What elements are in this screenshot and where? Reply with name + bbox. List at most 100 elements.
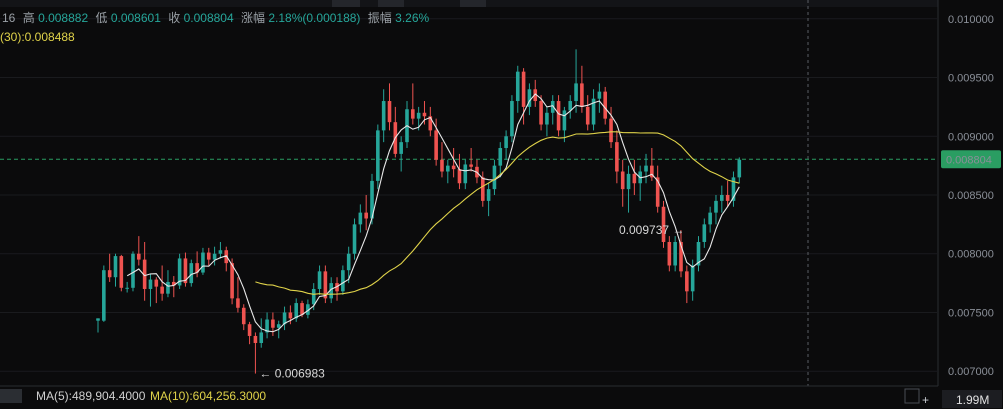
candle[interactable] xyxy=(119,254,124,292)
candle[interactable] xyxy=(609,106,613,149)
candle[interactable] xyxy=(160,265,164,301)
candle[interactable] xyxy=(364,195,368,231)
candle[interactable] xyxy=(731,171,736,207)
candle[interactable] xyxy=(480,171,485,207)
candle[interactable] xyxy=(714,195,718,225)
candle[interactable] xyxy=(620,159,625,207)
candle[interactable] xyxy=(708,206,712,233)
chart-settings-button[interactable] xyxy=(904,388,920,404)
candle[interactable] xyxy=(335,277,339,301)
candle[interactable] xyxy=(428,106,433,137)
candle[interactable] xyxy=(282,306,287,331)
candle[interactable] xyxy=(597,83,602,113)
candle[interactable] xyxy=(352,218,357,260)
candle[interactable] xyxy=(346,246,351,284)
candle[interactable] xyxy=(696,236,701,272)
candle[interactable] xyxy=(527,83,532,116)
candle[interactable] xyxy=(125,281,129,293)
candle[interactable] xyxy=(212,246,217,266)
candle[interactable] xyxy=(515,65,520,113)
candle[interactable] xyxy=(556,95,561,137)
candle[interactable] xyxy=(358,204,363,233)
candle[interactable] xyxy=(440,142,444,178)
candle[interactable] xyxy=(189,259,194,287)
candle[interactable] xyxy=(446,159,450,184)
candle[interactable] xyxy=(148,273,153,307)
candle[interactable] xyxy=(562,106,567,143)
candle[interactable] xyxy=(737,157,742,184)
candle[interactable] xyxy=(504,130,508,160)
price-axis[interactable] xyxy=(938,0,1003,409)
candle[interactable] xyxy=(603,86,608,125)
candle[interactable] xyxy=(154,277,159,304)
zoom-in-button[interactable]: + xyxy=(922,393,929,407)
candle[interactable] xyxy=(131,251,135,292)
candle[interactable] xyxy=(685,265,689,304)
candle[interactable] xyxy=(725,180,730,207)
candle[interactable] xyxy=(253,332,258,374)
candle[interactable] xyxy=(241,304,246,331)
candle[interactable] xyxy=(329,277,333,304)
candle[interactable] xyxy=(720,185,724,213)
candle[interactable] xyxy=(265,312,269,339)
volume-handle[interactable] xyxy=(0,389,22,403)
candle[interactable] xyxy=(667,236,672,272)
candle[interactable] xyxy=(102,265,106,322)
candle[interactable] xyxy=(568,95,573,119)
candle[interactable] xyxy=(376,124,380,190)
candle[interactable] xyxy=(451,148,456,178)
candle[interactable] xyxy=(218,241,223,259)
candle[interactable] xyxy=(381,89,386,143)
candle[interactable] xyxy=(521,68,526,125)
candle[interactable] xyxy=(463,159,468,190)
candle[interactable] xyxy=(399,136,403,172)
candle[interactable] xyxy=(545,106,549,137)
candle[interactable] xyxy=(113,253,118,287)
candle[interactable] xyxy=(323,265,328,304)
candle[interactable] xyxy=(626,165,631,213)
candle[interactable] xyxy=(142,241,147,301)
candle[interactable] xyxy=(341,265,345,295)
candle[interactable] xyxy=(469,148,473,172)
candle[interactable] xyxy=(171,276,176,298)
candle[interactable] xyxy=(137,236,141,266)
candle[interactable] xyxy=(411,83,415,125)
toolbar-tab[interactable] xyxy=(378,0,404,7)
candle[interactable] xyxy=(259,318,264,348)
candle[interactable] xyxy=(306,299,310,319)
candle[interactable] xyxy=(702,218,707,248)
candle[interactable] xyxy=(673,236,677,272)
candle[interactable] xyxy=(655,165,660,213)
candle[interactable] xyxy=(580,65,584,113)
candle[interactable] xyxy=(294,298,299,322)
candle[interactable] xyxy=(201,247,205,275)
candle[interactable] xyxy=(457,153,462,190)
toolbar-tab[interactable] xyxy=(332,0,360,7)
candle[interactable] xyxy=(434,118,438,166)
candle[interactable] xyxy=(107,253,112,282)
candle[interactable] xyxy=(574,49,578,113)
candle[interactable] xyxy=(492,159,497,195)
candle[interactable] xyxy=(539,95,543,131)
candle[interactable] xyxy=(661,200,666,248)
candle[interactable] xyxy=(615,130,619,184)
candle[interactable] xyxy=(650,148,654,181)
candle[interactable] xyxy=(679,230,683,278)
candle[interactable] xyxy=(585,95,590,131)
candle[interactable] xyxy=(206,247,211,266)
candle[interactable] xyxy=(96,318,100,333)
candle[interactable] xyxy=(317,265,322,295)
candle[interactable] xyxy=(230,258,234,305)
toolbar-tab[interactable] xyxy=(460,0,486,7)
candle[interactable] xyxy=(550,95,555,125)
candle[interactable] xyxy=(177,253,182,289)
candle[interactable] xyxy=(236,277,240,313)
candle[interactable] xyxy=(387,83,392,131)
candle[interactable] xyxy=(498,142,503,178)
candle[interactable] xyxy=(591,89,596,131)
candle[interactable] xyxy=(510,95,514,143)
candle[interactable] xyxy=(166,270,170,298)
candle[interactable] xyxy=(486,183,491,217)
candle[interactable] xyxy=(247,321,252,345)
